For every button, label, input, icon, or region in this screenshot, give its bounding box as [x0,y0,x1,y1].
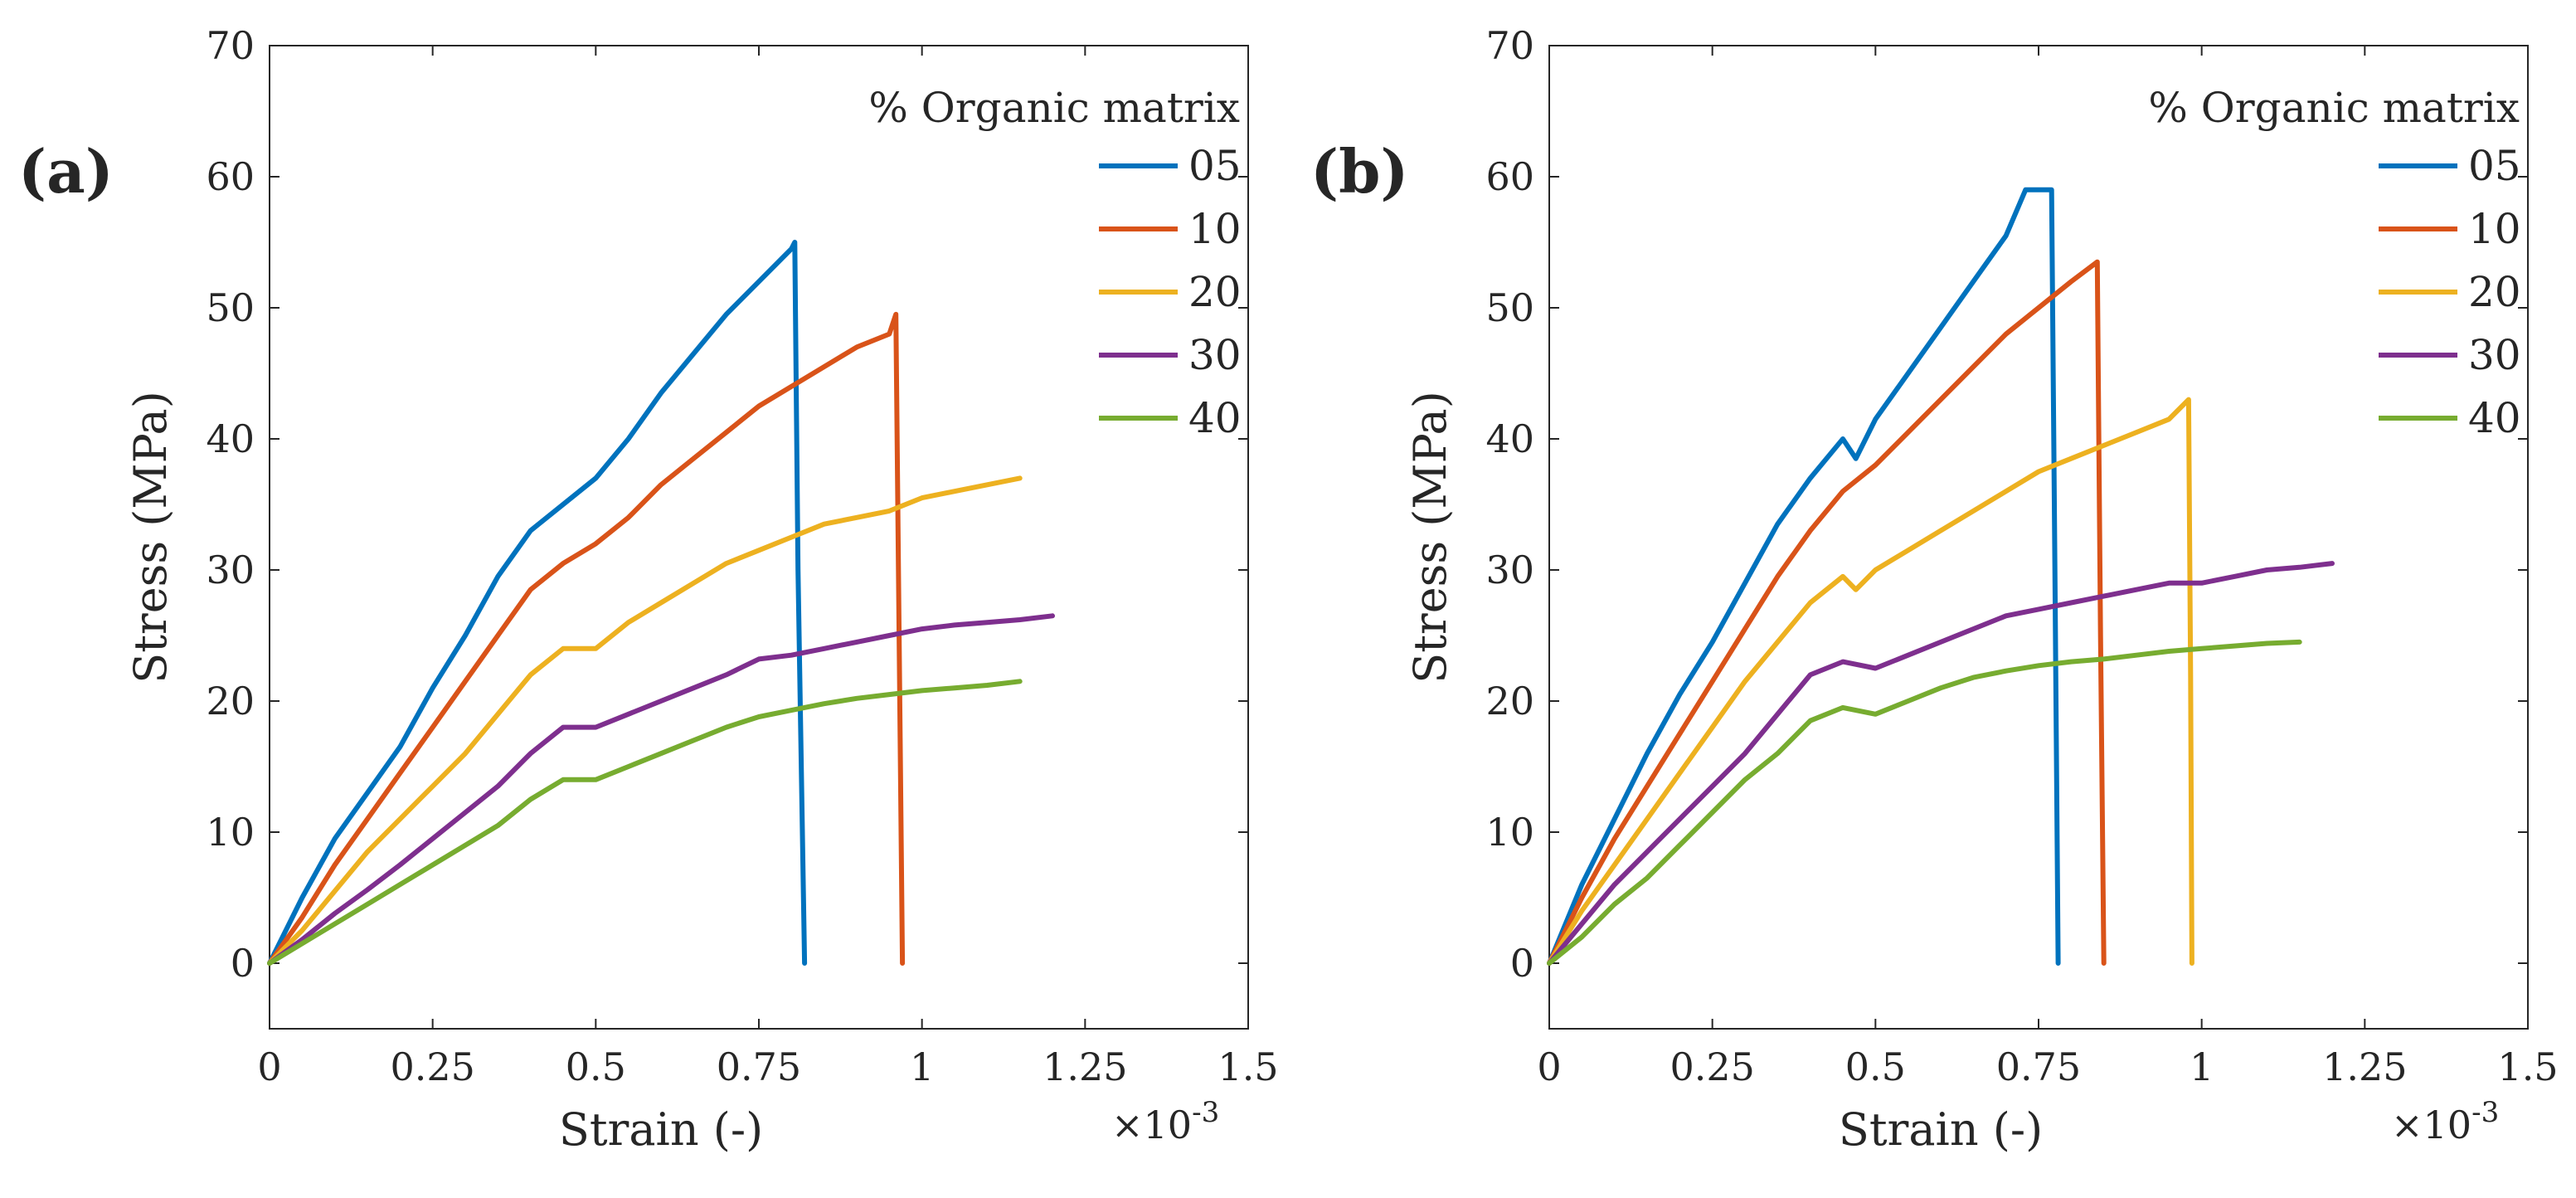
x-tick-label: 0.25 [390,1045,474,1089]
x-tick-label: 0.5 [566,1045,626,1089]
panel-label: (a) [18,136,114,207]
x-axis-label: Strain (-) [559,1103,763,1156]
y-tick-label: 0 [1510,941,1534,986]
x-tick-label: 0.75 [1996,1045,2081,1089]
y-tick-label: 0 [231,941,255,986]
series-line-20 [1547,397,2194,966]
legend: % Organic matrix 05 10 20 30 40 [2148,84,2520,442]
y-tick-label: 10 [206,810,255,855]
panel-b: (b) 0 0.25 0.5 0.75 1 1.25 1.5 0 10 20 30 40 50 60 70 St… [1310,23,2559,1156]
x-tick-label: 0.5 [1845,1045,1906,1089]
y-tick-label: 10 [1485,810,1534,855]
x-axis-multiplier: ×10-3 [1111,1096,1219,1147]
legend-label: 30 [1188,331,1242,379]
series-line-10 [1547,259,2107,966]
legend-label: 20 [2468,268,2521,316]
legend-label: 05 [2468,142,2521,190]
legend-label: 10 [2468,205,2521,253]
x-tick-label: 1 [910,1045,934,1089]
panel-a: (a) 0 0.25 0.5 0.75 1 1.25 1.5 0 10 20 30 40 50 60 70 St… [18,23,1279,1156]
y-tick-label: 20 [1485,679,1534,723]
y-tick-label: 50 [1485,285,1534,330]
series-line-30 [1547,561,2335,966]
x-tick-label: 1.5 [1218,1045,1278,1089]
series-line-20 [267,475,1023,966]
series-group [1547,187,2335,966]
x-tick-label: 1.25 [1043,1045,1127,1089]
x-axis-multiplier-exponent: -3 [2472,1096,2499,1129]
series-line-10 [267,311,906,966]
y-tick-label: 60 [1485,154,1534,199]
series-line-30 [267,613,1055,966]
y-tick-label: 60 [206,154,255,199]
x-tick-label: 1.25 [2322,1045,2407,1089]
y-tick-label: 50 [206,285,255,330]
x-tick-label: 0 [1537,1045,1561,1089]
x-tick-label: 1.5 [2497,1045,2558,1089]
x-tick-label: 0.25 [1670,1045,1754,1089]
y-tick-label: 40 [1485,416,1534,461]
panel-label: (b) [1310,136,1408,207]
y-tick-label: 20 [206,679,255,723]
x-tick-label: 0 [257,1045,281,1089]
y-tick-label: 30 [1485,548,1534,592]
series-line-40 [1547,639,2302,966]
x-axis-multiplier-base: ×10 [1111,1103,1192,1147]
legend-label: 40 [1188,394,1242,442]
y-tick-label: 40 [206,416,255,461]
legend-label: 10 [1188,205,1242,253]
x-tick-label: 1 [2190,1045,2214,1089]
legend-label: 05 [1188,142,1242,190]
legend: % Organic matrix 05 10 20 30 40 [868,84,1241,442]
series-group [267,240,1055,966]
legend-label: 30 [2468,331,2521,379]
x-tick-label: 0.75 [717,1045,801,1089]
x-axis-multiplier-exponent: -3 [1192,1096,1219,1129]
x-axis-label: Strain (-) [1839,1103,2043,1156]
y-axis-label: Stress (MPa) [1404,391,1456,684]
y-axis-label: Stress (MPa) [124,391,177,684]
series-line-05 [267,240,808,966]
legend-title: % Organic matrix [2148,84,2520,132]
y-tick-label: 30 [206,548,255,592]
y-tick-label: 70 [206,23,255,68]
x-axis-multiplier: ×10-3 [2391,1096,2499,1147]
legend-label: 20 [1188,268,1242,316]
y-tick-label: 70 [1485,23,1534,68]
legend-title: % Organic matrix [868,84,1240,132]
series-line-40 [267,679,1023,966]
series-line-05 [1547,187,2061,966]
legend-label: 40 [2468,394,2521,442]
x-axis-multiplier-base: ×10 [2391,1103,2472,1147]
